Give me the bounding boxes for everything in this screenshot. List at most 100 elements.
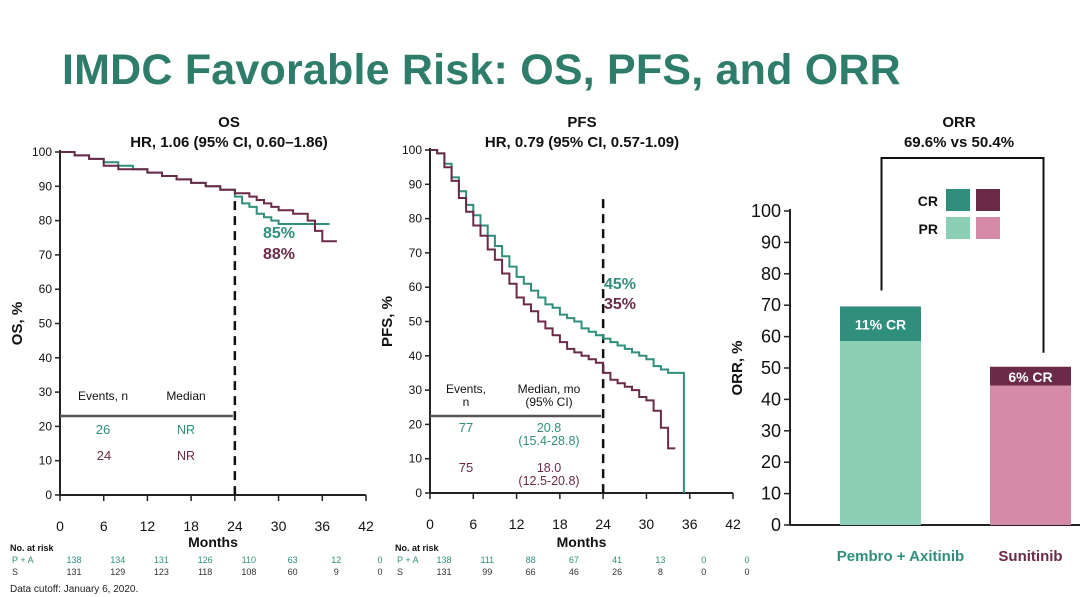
os-at-risk-value: 63 bbox=[288, 555, 298, 565]
os-subtitle: HR, 1.06 (95% CI, 0.60–1.86) bbox=[130, 134, 328, 151]
orr-y-tick-label: 90 bbox=[761, 232, 781, 252]
os-y-tick-label: 30 bbox=[39, 385, 53, 399]
orr-y-tick-label: 60 bbox=[761, 327, 781, 347]
orr-y-tick-label: 20 bbox=[761, 452, 781, 472]
pfs-landmark-label: 45% bbox=[604, 276, 636, 293]
pfs-median-value: 20.8 bbox=[537, 421, 561, 435]
os-x-tick-label: 0 bbox=[56, 518, 64, 534]
pfs-median-header: (95% CI) bbox=[525, 395, 572, 409]
orr-bar-cr-sunitinib bbox=[990, 366, 1071, 386]
orr-y-tick-label: 50 bbox=[761, 358, 781, 378]
orr-y-tick-label: 10 bbox=[761, 484, 781, 504]
os-x-tick-label: 12 bbox=[140, 518, 156, 534]
data-cutoff-footnote: Data cutoff: January 6, 2020. bbox=[10, 584, 139, 595]
pfs-at-risk-value: 8 bbox=[658, 567, 663, 577]
pfs-at-risk-value: 0 bbox=[744, 567, 749, 577]
pfs-median-value: (12.5-20.8) bbox=[518, 474, 579, 488]
os-at-risk-value: 134 bbox=[110, 555, 125, 565]
orr-bar-pr-pembro-axitinib bbox=[840, 340, 921, 525]
os-at-risk-value: 108 bbox=[241, 567, 256, 577]
os-x-tick-label: 42 bbox=[358, 518, 374, 534]
os-title: OS bbox=[218, 114, 240, 131]
os-at-risk-value: 129 bbox=[110, 567, 125, 577]
orr-y-tick-label: 100 bbox=[751, 201, 781, 221]
pfs-at-risk-value: 0 bbox=[744, 555, 749, 565]
os-y-tick-label: 50 bbox=[39, 317, 53, 331]
pfs-y-tick-label: 90 bbox=[409, 177, 423, 191]
os-at-risk-arm: P + A bbox=[12, 555, 34, 565]
orr-bar-label: 6% CR bbox=[1008, 369, 1052, 385]
os-y-tick-label: 80 bbox=[39, 214, 53, 228]
pfs-events-value: 77 bbox=[459, 420, 473, 435]
pfs-at-risk-value: 99 bbox=[482, 567, 492, 577]
orr-legend-swatch bbox=[946, 217, 970, 239]
os-at-risk-value: 131 bbox=[154, 555, 169, 565]
pfs-x-axis-label: Months bbox=[557, 534, 607, 550]
os-at-risk-value: 12 bbox=[331, 555, 341, 565]
pfs-y-tick-label: 0 bbox=[415, 486, 422, 500]
orr-y-tick-label: 40 bbox=[761, 389, 781, 409]
orr-category-label: Sunitinib bbox=[998, 548, 1062, 565]
os-at-risk-value: 9 bbox=[334, 567, 339, 577]
pfs-y-tick-label: 20 bbox=[409, 417, 423, 431]
pfs-landmark-label: 35% bbox=[604, 296, 636, 313]
pfs-title: PFS bbox=[567, 114, 596, 131]
os-y-tick-label: 20 bbox=[39, 419, 53, 433]
pfs-at-risk-value: 0 bbox=[701, 567, 706, 577]
pfs-x-tick-label: 42 bbox=[725, 516, 741, 532]
os-y-tick-label: 90 bbox=[39, 179, 53, 193]
os-x-tick-label: 30 bbox=[271, 518, 287, 534]
pfs-y-axis-label: PFS, % bbox=[379, 296, 396, 347]
os-landmark-label: 88% bbox=[263, 246, 295, 263]
pfs-at-risk-label: No. at risk bbox=[395, 543, 440, 553]
pfs-at-risk-value: 88 bbox=[526, 555, 536, 565]
os-y-tick-label: 100 bbox=[32, 145, 52, 159]
pfs-at-risk-value: 41 bbox=[612, 555, 622, 565]
orr-y-tick-label: 0 bbox=[771, 515, 781, 535]
os-at-risk-value: 123 bbox=[154, 567, 169, 577]
orr-y-tick-label: 30 bbox=[761, 421, 781, 441]
os-y-tick-label: 60 bbox=[39, 282, 53, 296]
orr-title: ORR bbox=[942, 114, 976, 131]
pfs-y-tick-label: 10 bbox=[409, 452, 423, 466]
pfs-at-risk-value: 13 bbox=[655, 555, 665, 565]
os-y-tick-label: 70 bbox=[39, 248, 53, 262]
pfs-x-tick-label: 30 bbox=[639, 516, 655, 532]
orr-legend-label: PR bbox=[919, 221, 938, 237]
orr-y-tick-label: 70 bbox=[761, 295, 781, 315]
pfs-x-tick-label: 18 bbox=[552, 516, 568, 532]
pfs-y-tick-label: 80 bbox=[409, 212, 423, 226]
os-at-risk-label: No. at risk bbox=[10, 543, 55, 553]
os-median-value: NR bbox=[177, 449, 195, 463]
os-x-tick-label: 24 bbox=[227, 518, 243, 534]
pfs-median-header: Median, mo bbox=[518, 382, 581, 396]
orr-bar-cr-pembro-axitinib bbox=[840, 306, 921, 341]
pfs-at-risk-arm: S bbox=[397, 567, 403, 577]
os-at-risk-value: 118 bbox=[198, 567, 212, 577]
orr-comparison-bracket bbox=[880, 157, 1045, 353]
pfs-at-risk-value: 46 bbox=[569, 567, 579, 577]
pfs-y-tick-label: 40 bbox=[409, 349, 423, 363]
pfs-subtitle: HR, 0.79 (95% CI, 0.57-1.09) bbox=[485, 134, 679, 151]
pfs-x-tick-label: 0 bbox=[426, 516, 434, 532]
os-y-tick-label: 40 bbox=[39, 351, 53, 365]
page-title: IMDC Favorable Risk: OS, PFS, and ORR bbox=[62, 46, 901, 94]
pfs-at-risk-value: 66 bbox=[526, 567, 536, 577]
orr-bar-label: 11% CR bbox=[855, 317, 906, 333]
pfs-at-risk-value: 0 bbox=[701, 555, 706, 565]
pfs-x-tick-label: 24 bbox=[595, 516, 611, 532]
pfs-curve-pembro-axitinib bbox=[430, 149, 685, 493]
os-x-tick-label: 36 bbox=[314, 518, 330, 534]
orr-category-label: Pembro + Axitinib bbox=[837, 548, 964, 565]
orr-subtitle: 69.6% vs 50.4% bbox=[904, 134, 1014, 151]
pfs-at-risk-value: 138 bbox=[436, 555, 451, 565]
pfs-curve-sunitinib bbox=[430, 149, 676, 450]
os-median-value: NR bbox=[177, 423, 195, 437]
os-at-risk-value: 0 bbox=[377, 567, 382, 577]
pfs-events-header: Events, bbox=[446, 382, 486, 396]
pfs-x-tick-label: 12 bbox=[509, 516, 525, 532]
pfs-at-risk-value: 111 bbox=[480, 555, 494, 565]
pfs-at-risk-value: 131 bbox=[436, 567, 451, 577]
os-x-tick-label: 18 bbox=[183, 518, 199, 534]
orr-legend-swatch bbox=[976, 217, 1000, 239]
